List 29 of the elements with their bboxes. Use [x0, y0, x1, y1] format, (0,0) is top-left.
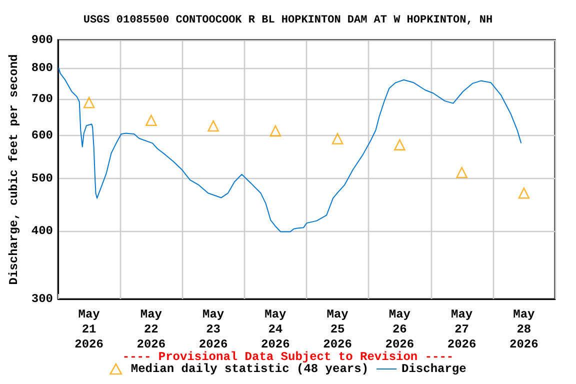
y-tick-label: 300	[31, 292, 53, 306]
point	[456, 166, 468, 178]
y-tick-label: 500	[31, 172, 53, 186]
point	[518, 188, 530, 199]
x-tick-label: May 23 2026	[198, 308, 228, 352]
line-series	[58, 67, 522, 232]
point	[208, 120, 219, 132]
y-tick-label: 900	[31, 33, 53, 47]
x-tick-label: May 26 2026	[385, 308, 414, 352]
legend-label: Discharge	[402, 362, 466, 376]
point	[146, 114, 157, 126]
text: ---- Provisional Data Subject to Revision ----	[122, 350, 454, 364]
x-tick-label: May 22 2026	[136, 308, 166, 352]
y-tick-label: 700	[31, 92, 53, 106]
x-tick-label: May 25 2026	[323, 308, 352, 352]
point	[83, 96, 95, 108]
legend-label: Median daily statistic (48 years)	[130, 362, 369, 376]
x-tick-label: May 24 2026	[261, 308, 290, 352]
chart-title: USGS 01085500 CONTOOCOOK R BL HOPKINTON DAM AT W HOPKINTON, NH	[83, 14, 493, 26]
y-tick-label: 800	[31, 60, 53, 75]
point	[270, 125, 282, 137]
y-tick-label: 400	[31, 224, 53, 238]
x-tick-label: May 27 2026	[447, 308, 476, 352]
point	[332, 133, 344, 144]
x-tick-label: May 28 2026	[510, 308, 538, 352]
y-tick-label: 600	[31, 128, 53, 143]
point	[394, 139, 406, 150]
y-axis-title: Discharge, cubic feet per second	[7, 54, 21, 285]
x-tick-label: May 21 2026	[74, 308, 104, 352]
